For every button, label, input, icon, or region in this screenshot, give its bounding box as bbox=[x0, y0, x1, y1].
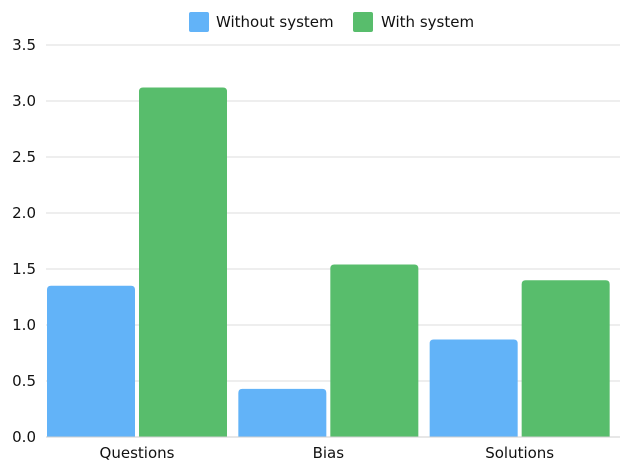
x-category-label: Solutions bbox=[485, 444, 554, 460]
bar-solutions-with-system bbox=[521, 280, 610, 437]
y-tick-label: 3.5 bbox=[12, 36, 36, 54]
x-category-label: Questions bbox=[100, 444, 175, 460]
x-category-label: Bias bbox=[313, 444, 345, 460]
x-axis: Questions Bias Solutions bbox=[46, 436, 620, 460]
y-tick-label: 2.5 bbox=[12, 148, 36, 166]
bar-questions-without-system bbox=[47, 285, 135, 437]
y-tick-label: 2.0 bbox=[12, 204, 36, 222]
y-tick-label: 3.0 bbox=[12, 92, 36, 110]
legend: Without system With system bbox=[189, 12, 474, 32]
y-tick-label: 0.0 bbox=[12, 428, 36, 446]
y-tick-label: 0.5 bbox=[12, 372, 36, 390]
bar-bias-without-system bbox=[238, 388, 327, 437]
bar-bias-with-system bbox=[330, 264, 419, 437]
y-tick-label: 1.0 bbox=[12, 316, 36, 334]
legend-swatch-with-system bbox=[353, 12, 373, 32]
y-axis: 0.0 0.5 1.0 1.5 2.0 2.5 3.0 3.5 bbox=[12, 36, 36, 446]
bar-solutions-without-system bbox=[429, 339, 518, 437]
legend-label: With system bbox=[381, 13, 474, 31]
legend-swatch-without-system bbox=[189, 12, 209, 32]
bars bbox=[47, 87, 610, 437]
bar-questions-with-system bbox=[139, 87, 227, 437]
y-tick-label: 1.5 bbox=[12, 260, 36, 278]
legend-label: Without system bbox=[216, 13, 334, 31]
